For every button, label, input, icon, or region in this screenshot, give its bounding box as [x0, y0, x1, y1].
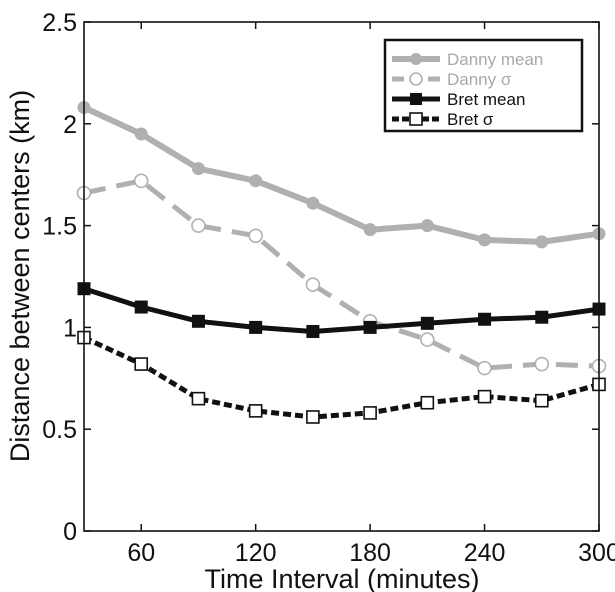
data-point	[535, 310, 549, 324]
series-line	[82, 104, 600, 245]
legend-marker	[409, 72, 423, 86]
series-line	[83, 286, 600, 334]
data-point	[249, 320, 263, 334]
y-tick-label: 0	[63, 518, 77, 546]
x-tick-label: 60	[127, 539, 155, 567]
legend-label: Danny σ	[447, 70, 512, 89]
legend-label: Bret mean	[447, 90, 525, 109]
data-point	[191, 391, 206, 406]
series-0	[77, 101, 606, 249]
legend-item: Bret σ	[392, 110, 494, 129]
data-point	[534, 356, 550, 372]
legend-item: Danny σ	[392, 70, 512, 89]
x-tick-label: 180	[349, 539, 391, 567]
y-tick-label: 1.5	[42, 213, 77, 241]
data-point	[477, 360, 492, 376]
data-point	[134, 300, 148, 314]
y-tick-label: 1	[63, 314, 77, 342]
series-1	[76, 173, 607, 376]
data-point	[191, 218, 206, 233]
legend-marker	[409, 112, 423, 126]
x-tick-label: 240	[464, 539, 506, 567]
data-point	[363, 406, 377, 420]
legend-marker	[410, 53, 422, 65]
data-point	[191, 314, 205, 328]
data-point	[420, 332, 435, 347]
data-point	[535, 235, 549, 249]
data-point	[306, 196, 320, 210]
data-point	[134, 127, 148, 141]
data-point	[534, 393, 549, 408]
data-point	[477, 389, 492, 404]
plot-frame	[83, 21, 600, 532]
data-point	[248, 228, 263, 244]
x-tick-label: 300	[578, 539, 615, 567]
legend-item: Danny mean	[392, 50, 543, 69]
data-point	[134, 357, 149, 371]
data-point	[305, 277, 321, 292]
y-axis-title: Distance between centers (km)	[5, 90, 35, 462]
series-2	[77, 282, 606, 338]
y-tick-label: 0.5	[42, 416, 77, 444]
legend-label: Danny mean	[447, 50, 543, 69]
data-point	[478, 233, 492, 247]
data-point	[249, 174, 263, 188]
legend-label: Bret σ	[447, 110, 494, 129]
data-point	[420, 316, 434, 330]
data-point	[133, 173, 149, 189]
series-line	[82, 335, 600, 420]
legend-marker	[410, 93, 422, 105]
series-line	[83, 178, 600, 371]
data-point	[191, 162, 205, 176]
data-point	[478, 312, 492, 326]
data-point	[363, 320, 377, 334]
y-tick-label: 2	[63, 111, 77, 139]
series-layer	[76, 101, 607, 424]
data-point	[248, 404, 263, 418]
x-axis-title: Time Interval (minutes)	[204, 564, 479, 592]
series-3	[77, 330, 606, 424]
data-point	[306, 324, 320, 338]
data-point	[306, 410, 320, 424]
x-tick-label: 120	[235, 539, 277, 567]
y-tick-label: 2.5	[42, 9, 77, 37]
data-point	[420, 219, 434, 233]
legend-item: Bret mean	[392, 90, 525, 109]
ticks-layer: 60 120 180 240 300 0 0.5 1 1.5 2 2.5	[42, 9, 615, 567]
data-point	[363, 223, 377, 237]
data-point	[420, 395, 435, 410]
